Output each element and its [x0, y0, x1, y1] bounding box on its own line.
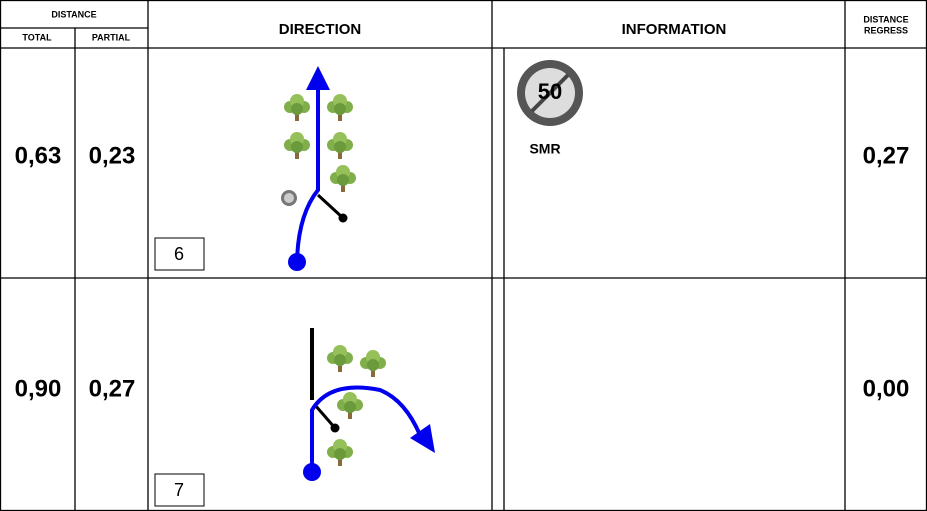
info: SMR [529, 141, 560, 157]
header-partial: PARTIAL [92, 32, 131, 42]
box [154, 237, 205, 271]
sign-value: 50 [538, 79, 562, 104]
partial: 0,27 [89, 375, 136, 402]
total: 0,63 [15, 142, 62, 169]
header-information: INFORMATION [622, 21, 727, 38]
header-regress: REGRESS [864, 25, 908, 35]
header-direction: DIRECTION [279, 21, 362, 38]
header-distance: DISTANCE [51, 9, 96, 19]
diagram [303, 328, 435, 481]
header-total: TOTAL [22, 32, 52, 42]
regress: 0,27 [863, 142, 910, 169]
box [154, 473, 205, 507]
total: 0,90 [15, 375, 62, 402]
speed-sign [517, 60, 583, 126]
box-number: 6 [174, 244, 184, 264]
diagram [281, 66, 356, 271]
header-regress: DISTANCE [863, 14, 908, 24]
box-number: 7 [174, 480, 184, 500]
regress: 0,00 [863, 375, 910, 402]
partial: 0,23 [89, 142, 136, 169]
